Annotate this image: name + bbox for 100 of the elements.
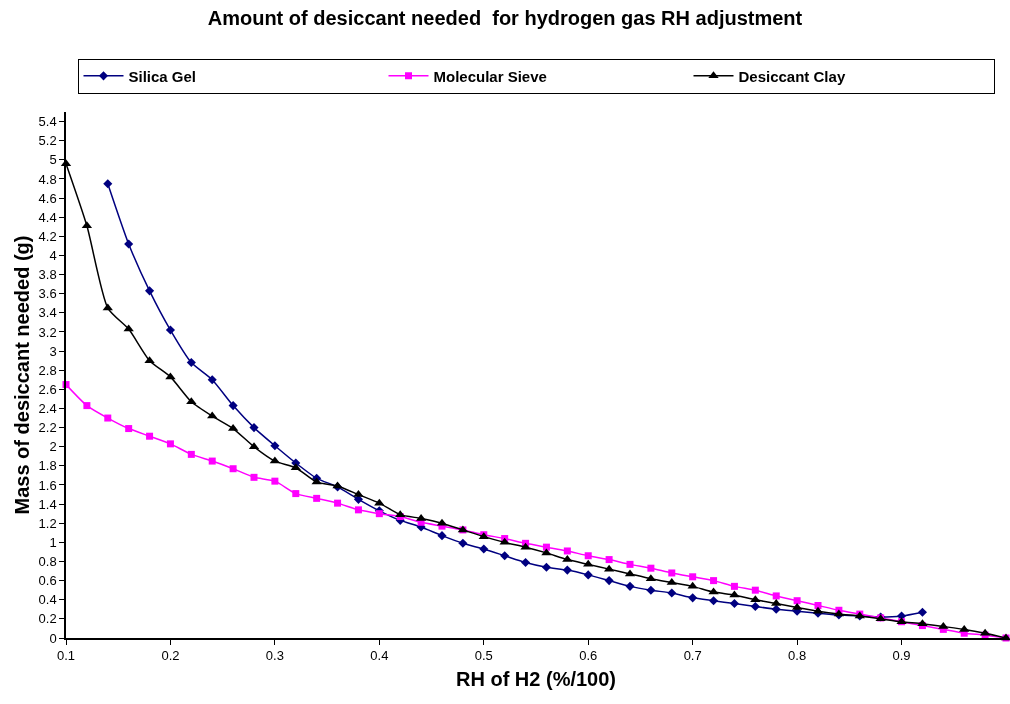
x-tick-label: 0.3 [265,648,284,664]
point [729,590,740,598]
point [605,556,613,564]
y-tick-label: 1 [49,534,57,550]
point [165,372,176,380]
y-tick-label: 4 [49,248,57,263]
point [562,565,572,575]
point [959,624,970,632]
point [668,569,676,577]
x-tick-label: 0.8 [788,648,807,664]
point [145,286,155,296]
point [689,573,697,581]
point [229,465,237,473]
point [772,592,780,600]
y-tick-label: 3 [49,343,57,359]
point [208,457,216,465]
point [687,581,698,589]
point [146,432,154,440]
point [334,499,342,507]
x-tick-label: 0.7 [683,648,702,664]
y-tick-label: 2 [49,439,57,455]
x-tick-label: 0.4 [370,648,389,664]
point [166,440,174,448]
point [583,559,594,567]
point [750,601,760,611]
point [563,547,571,555]
point [583,570,593,580]
y-tick-label: 0.4 [38,592,57,608]
y-tick-label: 3.8 [38,267,57,283]
point [165,325,175,335]
y-tick-label: 1.6 [38,477,57,493]
point [626,560,634,568]
y-tick-label: 1.8 [38,458,57,474]
y-tick-label: 5 [49,152,57,168]
point [313,494,321,502]
x-tick-label: 0.1 [56,648,76,664]
y-tick-label: 0 [49,630,57,646]
point [104,414,112,422]
x-tick-label: 0.2 [161,648,180,664]
point [710,577,718,585]
x-tick-label: 0.6 [579,648,598,664]
point [458,538,468,548]
point [688,593,698,603]
point [647,564,655,572]
y-tick-label: 2.6 [38,381,57,397]
point [437,531,447,541]
y-tick-label: 3.6 [38,286,57,302]
y-tick-label: 5.2 [38,133,57,149]
point [290,463,301,471]
point [541,548,552,556]
point [125,425,133,433]
point [228,401,238,411]
point [625,581,635,591]
point [604,576,614,586]
y-tick-label: 5.4 [38,114,57,130]
legend-label: Silica Gel [128,67,197,85]
point [479,544,489,554]
point [917,607,927,617]
y-tick-label: 1.2 [38,515,57,531]
point [667,588,677,598]
point [124,239,134,249]
point [270,441,280,451]
point [250,473,258,481]
point [771,604,781,614]
legend-label: Molecular Sieve [433,67,547,85]
point [375,510,383,518]
y-tick-label: 3.2 [38,324,57,340]
y-tick-label: 2.4 [38,401,57,417]
y-tick-label: 3.4 [38,305,57,321]
y-tick-label: 2.8 [38,362,57,378]
y-tick-label: 4.4 [38,209,57,225]
y-tick-label: 4.6 [38,190,57,206]
y-tick-label: 2.2 [38,420,57,436]
point [814,601,822,609]
y-tick-label: 1.4 [38,496,57,512]
point [83,402,91,410]
x-tick-label: 0.5 [474,648,493,664]
point [271,477,279,485]
point [541,562,551,572]
point [584,552,592,560]
point [207,375,217,385]
point [186,397,197,405]
point [292,490,300,498]
chart-title: Amount of desiccant needed for hydrogen gas RH adjustment [207,6,803,29]
y-tick-label: 0.2 [38,611,57,627]
point [709,596,719,606]
point [354,506,362,514]
point [521,557,531,567]
point [730,582,738,590]
point [793,597,801,605]
point [249,423,259,433]
point [500,551,510,561]
legend-label: Desiccant Clay [738,67,846,85]
point [186,358,196,368]
y-tick-label: 0.6 [38,573,57,589]
x-tick-label: 0.9 [892,648,911,664]
point [103,179,113,189]
x-axis-title: RH of H2 (%/100) [455,668,617,691]
point [729,599,739,609]
y-tick-label: 4.2 [38,228,57,244]
